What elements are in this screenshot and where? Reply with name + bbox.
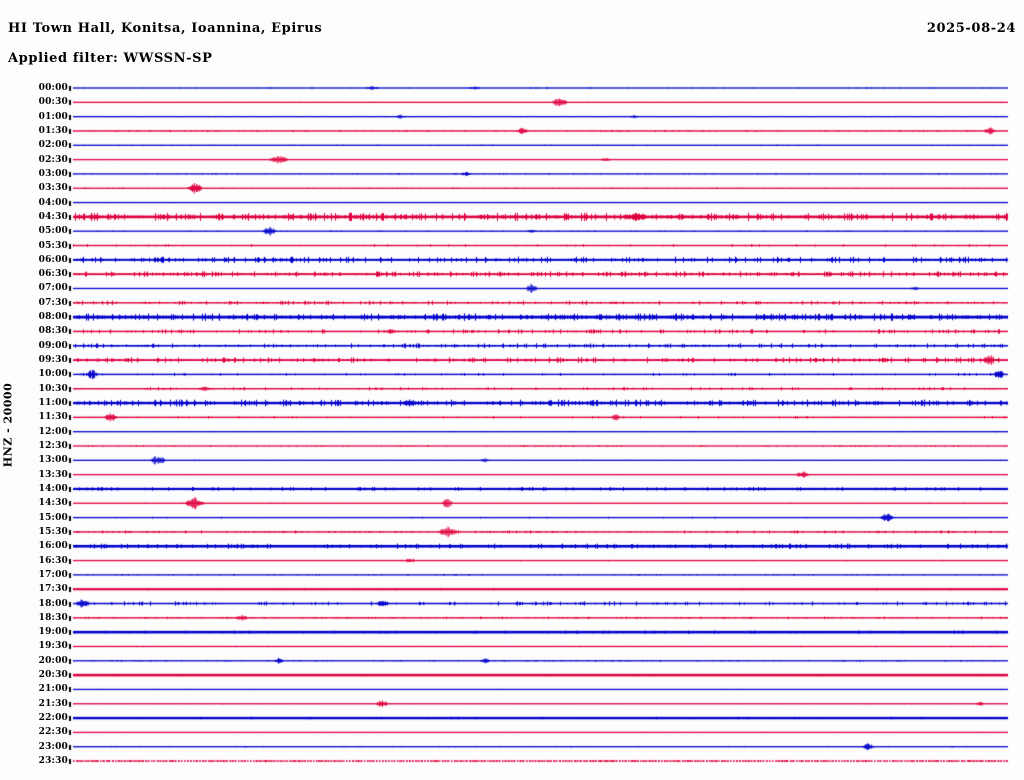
time-axis-label: 02:00 [38,140,68,151]
time-axis-label: 21:30 [38,698,68,709]
time-axis-label: 10:00 [38,369,68,380]
time-axis-label: 10:30 [38,383,68,394]
time-axis-label: 02:30 [38,154,68,165]
plot-date: 2025-08-24 [926,21,1016,36]
time-axis-label: 23:30 [38,756,68,767]
time-axis-label: 04:30 [38,211,68,222]
time-axis-label: 14:30 [38,498,68,509]
time-axis-label: 17:30 [38,584,68,595]
applied-filter-label: Applied filter: WWSSN-SP [8,51,213,66]
time-axis-label: 16:30 [38,555,68,566]
seismogram-plot-area: 00:00 00:30 01:00 01:30 02:00 02:30 03:00 03:30… [0,78,1024,778]
time-axis-label: 21:00 [38,684,68,695]
time-axis-label: 13:00 [38,455,68,466]
time-axis-label: 01:30 [38,125,68,136]
time-axis-label: 17:00 [38,569,68,580]
time-axis-label: 01:00 [38,111,68,122]
time-axis-label: 23:00 [38,741,68,752]
time-axis-label: 05:30 [38,240,68,251]
time-axis-label: 19:30 [38,641,68,652]
time-axis-label: 09:00 [38,340,68,351]
time-axis-label: 00:30 [38,97,68,108]
time-axis-label: 03:30 [38,183,68,194]
time-axis-label: 08:00 [38,312,68,323]
time-axis-label: 22:30 [38,727,68,738]
seismic-trace-canvas [0,78,1024,778]
time-axis-label: 12:30 [38,441,68,451]
time-axis-label: 05:00 [38,226,68,237]
time-axis-label: 13:30 [38,469,68,480]
time-axis-label: 11:00 [38,398,68,409]
time-axis-label: 09:30 [38,355,68,366]
time-axis-label: 18:30 [38,612,68,623]
time-axis-label: 15:00 [38,512,68,523]
time-axis-label: 04:00 [38,197,68,208]
time-axis-label: 15:30 [38,526,68,537]
time-axis-label: 08:30 [38,326,68,337]
time-axis-label: 00:00 [38,83,68,93]
time-axis-label: 12:00 [38,426,68,437]
time-axis-label: 11:30 [38,412,68,423]
time-axis-label: 06:00 [38,254,68,265]
time-axis-label: 16:00 [38,541,68,552]
time-axis-label: 19:00 [38,627,68,638]
time-axis-label: 07:30 [38,297,68,308]
time-axis-label: 07:00 [38,283,68,294]
time-axis-label: 22:00 [38,713,68,724]
time-axis-label: 20:30 [38,670,68,681]
time-axis-label: 14:00 [38,483,68,494]
time-axis-label: 18:00 [38,598,68,609]
page-title: HI Town Hall, Konitsa, Ioannina, Epirus [8,21,323,36]
time-axis-label: 20:00 [38,655,68,666]
time-axis-label: 03:00 [38,168,68,179]
time-axis-label: 06:30 [38,269,68,280]
